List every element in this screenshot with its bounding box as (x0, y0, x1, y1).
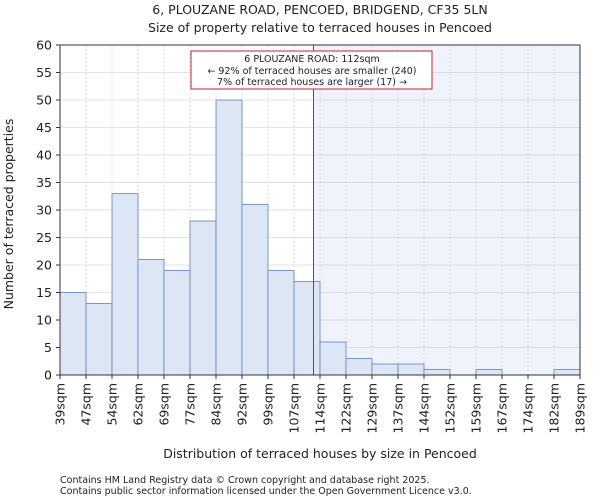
histogram-bar (163, 270, 191, 376)
histogram-bar (85, 303, 113, 376)
histogram-bar (475, 369, 503, 376)
x-tick-label: 77sqm (183, 383, 198, 426)
x-tick-label: 47sqm (79, 383, 94, 426)
x-tick-label: 54sqm (105, 383, 120, 426)
y-tick-label: 0 (44, 368, 52, 383)
histogram-bar (189, 220, 217, 376)
y-tick-label: 45 (36, 120, 52, 135)
histogram-bar (111, 193, 139, 376)
x-tick-label: 189sqm (573, 383, 588, 433)
footer-line1: Contains HM Land Registry data © Crown c… (60, 475, 430, 486)
y-tick-label: 5 (44, 340, 52, 355)
x-tick-label: 99sqm (261, 383, 276, 426)
annotation-line3: 7% of terraced houses are larger (17) → (217, 77, 407, 88)
x-tick-label: 92sqm (235, 383, 250, 426)
histogram-bar (371, 363, 399, 376)
y-tick-label: 40 (36, 148, 52, 163)
annotation-box: 6 PLOUZANE ROAD: 112sqm ← 92% of terrace… (190, 50, 433, 90)
histogram-bar (293, 281, 321, 376)
y-axis-label: Number of terraced properties (1, 119, 16, 310)
histogram-bar (267, 270, 295, 376)
histogram-bar (215, 99, 243, 376)
histogram-bar (137, 259, 165, 376)
annotation-line1: 6 PLOUZANE ROAD: 112sqm (244, 54, 379, 65)
histogram-bar (397, 363, 425, 376)
chart-title-line2: Size of property relative to terraced ho… (148, 20, 492, 35)
x-tick-label: 122sqm (339, 383, 354, 433)
x-tick-label: 129sqm (365, 383, 380, 433)
x-tick-label: 39sqm (53, 383, 68, 426)
y-axis-ticks: 0 5 10 15 20 25 30 35 40 45 50 55 60 (36, 38, 60, 383)
x-tick-label: 84sqm (209, 383, 224, 426)
x-tick-label: 114sqm (313, 383, 328, 433)
y-tick-label: 35 (36, 175, 52, 190)
footer-line2: Contains public sector information licen… (60, 486, 472, 497)
y-tick-label: 55 (36, 65, 52, 80)
histogram-bar (241, 204, 269, 376)
annotation-line2: ← 92% of terraced houses are smaller (24… (207, 66, 416, 77)
y-tick-label: 30 (36, 203, 52, 218)
x-tick-label: 174sqm (521, 383, 536, 433)
x-tick-label: 182sqm (547, 383, 562, 433)
x-tick-label: 152sqm (443, 383, 458, 433)
x-tick-label: 137sqm (391, 383, 406, 433)
x-axis-ticks: 39sqm 47sqm 54sqm 62sqm 69sqm 77sqm 84sqm 92sqm… (53, 375, 588, 433)
x-axis-label: Distribution of terraced houses by size … (163, 446, 477, 461)
y-tick-label: 25 (36, 230, 52, 245)
y-tick-label: 10 (36, 313, 52, 328)
x-tick-label: 167sqm (495, 383, 510, 433)
bars (59, 99, 581, 376)
histogram-bar (345, 358, 373, 376)
y-tick-label: 15 (36, 285, 52, 300)
histogram-bar (59, 292, 87, 376)
x-tick-label: 144sqm (417, 383, 432, 433)
y-tick-label: 60 (36, 38, 52, 53)
x-tick-label: 159sqm (469, 383, 484, 433)
chart-title-line1: 6, PLOUZANE ROAD, PENCOED, BRIDGEND, CF3… (152, 2, 487, 17)
x-tick-label: 107sqm (287, 383, 302, 433)
histogram-bar (319, 341, 347, 376)
histogram-bar (423, 369, 451, 376)
x-tick-label: 62sqm (131, 383, 146, 426)
y-tick-label: 50 (36, 93, 52, 108)
x-tick-label: 69sqm (157, 383, 172, 426)
histogram-bar (553, 369, 581, 376)
y-tick-label: 20 (36, 258, 52, 273)
